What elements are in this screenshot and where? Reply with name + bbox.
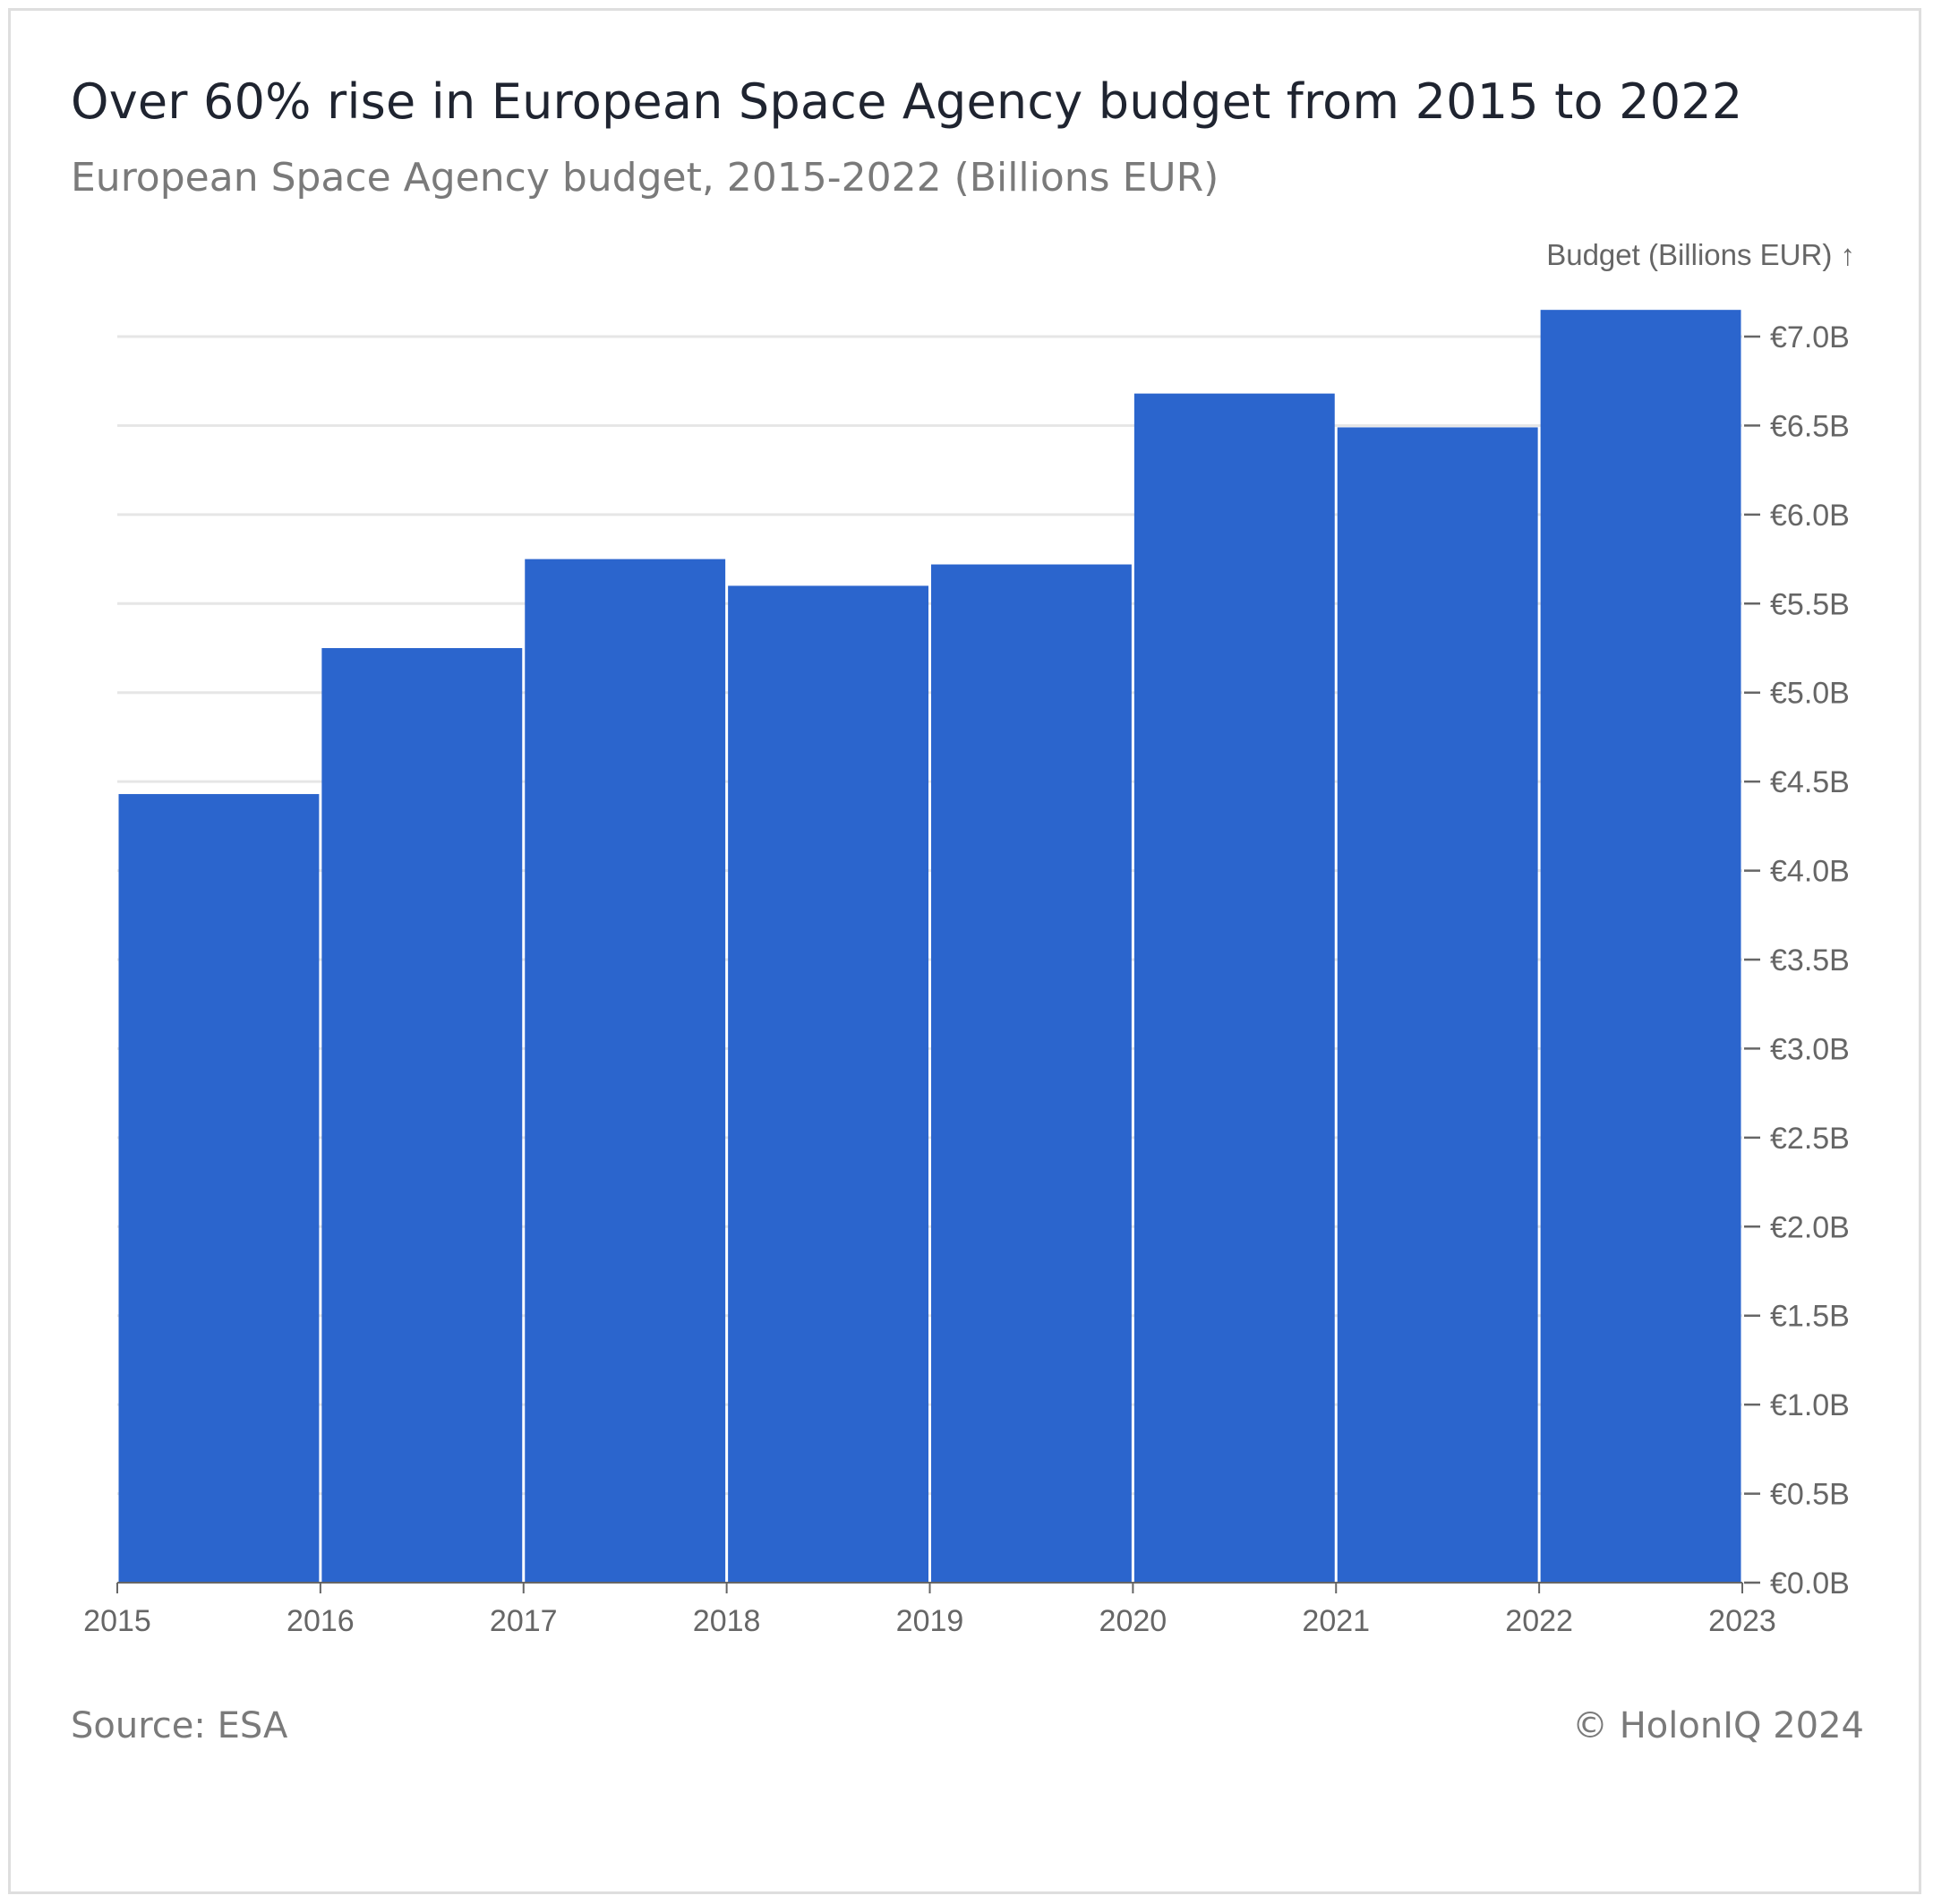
- bar-2021[interactable]: [1337, 427, 1538, 1584]
- x-tick-label: 2015: [83, 1604, 151, 1638]
- x-tick-label: 2016: [287, 1604, 355, 1638]
- x-tick-label: 2023: [1708, 1604, 1776, 1638]
- y-tick-label: €5.5B: [1770, 587, 1850, 621]
- bar-2020[interactable]: [1133, 393, 1335, 1583]
- y-tick-label: €0.0B: [1770, 1567, 1850, 1601]
- bar-2017[interactable]: [525, 559, 726, 1583]
- y-tick-label: €3.0B: [1770, 1032, 1850, 1066]
- bars: [118, 310, 1741, 1584]
- bar-2016[interactable]: [321, 648, 523, 1583]
- source-note: Source: ESA: [71, 1705, 288, 1746]
- y-tick-label: €1.0B: [1770, 1388, 1850, 1422]
- x-tick-label: 2022: [1505, 1604, 1573, 1638]
- x-axis: 2015 2016 2017 2018 2019 2020 2021 2022 2023: [83, 1582, 1776, 1638]
- y-tick-label: €7.0B: [1770, 320, 1850, 354]
- y-tick-label: €1.5B: [1770, 1300, 1850, 1334]
- x-tick-label: 2018: [693, 1604, 761, 1638]
- y-tick-label: €6.0B: [1770, 499, 1850, 533]
- bar-2022[interactable]: [1540, 310, 1741, 1584]
- y-axis-title: Budget (Billions EUR) ↑: [1546, 238, 1855, 271]
- chart-subtitle: European Space Agency budget, 2015-2022 …: [71, 155, 1219, 201]
- copyright-note: © HolonIQ 2024: [1572, 1705, 1864, 1746]
- y-tick-label: €6.5B: [1770, 409, 1850, 443]
- y-tick-label: €2.0B: [1770, 1210, 1850, 1244]
- y-tick-label: €2.5B: [1770, 1122, 1850, 1156]
- y-tick-label: €4.0B: [1770, 855, 1850, 889]
- bar-2019[interactable]: [931, 564, 1132, 1584]
- bar-2015[interactable]: [118, 794, 320, 1583]
- bar-2018[interactable]: [728, 585, 928, 1583]
- chart-title: Over 60% rise in European Space Agency b…: [71, 73, 1743, 130]
- y-tick-label: €5.0B: [1770, 677, 1850, 711]
- x-tick-label: 2017: [490, 1604, 558, 1638]
- x-tick-label: 2020: [1099, 1604, 1167, 1638]
- x-tick-label: 2019: [896, 1604, 964, 1638]
- y-axis: €0.0B €0.5B €1.0B €1.5B €2.0B €2.5B €3.0B €3.5B…: [1546, 238, 1855, 1601]
- y-tick-label: €0.5B: [1770, 1478, 1850, 1512]
- y-tick-label: €3.5B: [1770, 943, 1850, 978]
- y-tick-label: €4.5B: [1770, 765, 1850, 799]
- x-tick-label: 2021: [1302, 1604, 1370, 1638]
